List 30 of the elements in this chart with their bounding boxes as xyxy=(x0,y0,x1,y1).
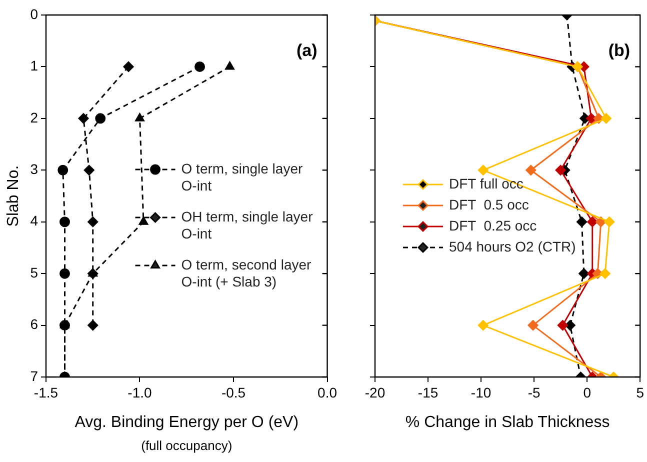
legend-label: DFT 0.25 occ xyxy=(449,217,537,234)
x-axis-title: % Change in Slab Thickness xyxy=(405,414,610,431)
text: (b) xyxy=(608,41,630,60)
y-axis-title: Slab No. xyxy=(5,165,22,227)
x-tick-label: 0.0 xyxy=(318,384,338,400)
y-tick-label: 2 xyxy=(30,109,38,126)
y-tick-label: 1 xyxy=(30,58,38,74)
y-tick-label: 7 xyxy=(30,368,38,384)
x-tick-label: -1.0 xyxy=(128,384,152,400)
x-tick-label: 0 xyxy=(583,384,592,400)
y-tick-label: 4 xyxy=(30,212,38,229)
y-tick-label: 5 xyxy=(30,264,38,280)
legend-label: O term, single layer O-int xyxy=(181,160,303,194)
x-tick-label: -1.5 xyxy=(34,384,58,400)
x-tick-label: -0.5 xyxy=(221,384,246,400)
x-tick-label: -20 xyxy=(364,384,386,400)
x-tick-label: -10 xyxy=(470,384,492,400)
x-tick-label: -15 xyxy=(418,384,438,400)
x-tick-label: -5 xyxy=(528,384,540,400)
legend-label: O term, second layer O-int (+ Slab 3) xyxy=(181,256,312,290)
y-tick-label: 3 xyxy=(30,161,38,177)
legend-label: OH term, single layer O-int xyxy=(181,208,314,242)
legend-label: DFT 0.5 occ xyxy=(449,196,529,212)
text: (full occupancy) xyxy=(141,438,232,454)
x-tick-label: 5 xyxy=(636,384,644,400)
x-axis-title: Avg. Binding Energy per O (eV) xyxy=(74,414,299,431)
y-tick-label: 6 xyxy=(30,316,38,332)
legend-label: 504 hours O2 (CTR) xyxy=(449,238,576,254)
y-tick-label: 0 xyxy=(30,6,38,22)
text: (a) xyxy=(296,41,318,60)
